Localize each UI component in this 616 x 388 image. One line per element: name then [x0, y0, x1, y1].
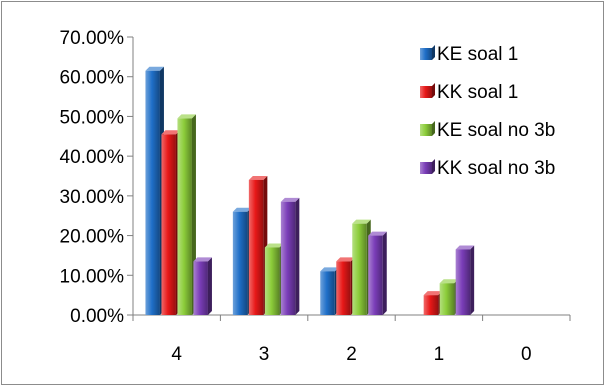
y-axis-tick-label: 40.00%: [60, 147, 125, 168]
bar-front: [439, 283, 455, 315]
y-axis-tick-label: 60.00%: [60, 68, 125, 89]
chart-border: [1, 1, 604, 385]
legend-swatch-side: [432, 121, 435, 136]
legend-swatch: [420, 162, 432, 174]
legend-swatch: [420, 48, 432, 60]
x-axis-tick-label: 2: [346, 344, 357, 365]
bar-front: [352, 223, 367, 315]
bar-front: [320, 271, 335, 315]
legend-swatch-side: [432, 45, 435, 60]
bar-top: [280, 197, 300, 202]
bar-kk-soal-1-cat-1: [423, 291, 443, 315]
bar-front: [248, 179, 264, 315]
legend: KE soal 1 KK soal 1 KE soal no 3b KK soal n…: [420, 44, 555, 179]
bar-top: [232, 207, 252, 212]
bar-kk-soal-1-cat-2: [336, 257, 355, 315]
bar-ke-soal-no-3b-cat-1: [439, 279, 459, 315]
bar-ke-soal-1-cat-4: [145, 66, 164, 315]
legend-item-kk-soal-no-3b: KK soal no 3b: [420, 158, 555, 179]
bar-front: [336, 261, 351, 315]
bar-top: [455, 245, 475, 250]
bar-ke-soal-no-3b-cat-3: [264, 243, 284, 315]
bar-top: [368, 231, 387, 236]
bar-ke-soal-no-3b-cat-4: [177, 114, 196, 316]
bar-side: [207, 257, 212, 315]
bar-ke-soal-1-cat-3: [232, 207, 252, 315]
legend-item-ke-soal-1: KE soal 1: [420, 44, 518, 65]
bar-kk-soal-no-3b-cat-4: [193, 257, 212, 315]
legend-item-ke-soal-no-3b: KE soal no 3b: [420, 120, 555, 141]
y-axis-tick-label: 70.00%: [60, 28, 125, 49]
x-axis-tick-label: 1: [434, 344, 445, 365]
x-axis-tick-label: 4: [171, 344, 182, 365]
bar-kk-soal-1-cat-3: [248, 175, 268, 315]
legend-swatch-side: [432, 83, 435, 98]
bar-front: [161, 134, 176, 315]
y-axis-tick-label: 10.00%: [60, 266, 125, 287]
bar-top: [193, 257, 212, 262]
legend-swatch: [420, 86, 432, 98]
bar-front: [455, 249, 471, 315]
bar-kk-soal-1-cat-4: [161, 130, 180, 315]
legend-label: KK soal 1: [437, 82, 518, 103]
legend-swatch: [420, 124, 432, 136]
bar-side: [382, 231, 387, 315]
legend-label: KK soal no 3b: [437, 158, 555, 179]
bar-front: [280, 201, 296, 315]
legend-swatch-side: [432, 159, 435, 174]
bar-front: [177, 118, 192, 316]
bar-ke-soal-no-3b-cat-2: [352, 219, 371, 315]
x-axis-tick-label: 3: [259, 344, 270, 365]
legend-label: KE soal no 3b: [437, 120, 555, 141]
bar-kk-soal-no-3b-cat-1: [455, 245, 475, 315]
y-axis-tick-label: 50.00%: [60, 107, 125, 128]
bar-ke-soal-1-cat-2: [320, 267, 339, 315]
bar-kk-soal-no-3b-cat-2: [368, 231, 387, 315]
legend-item-kk-soal-1: KK soal 1: [420, 82, 518, 103]
bar-top: [161, 130, 180, 135]
bar-top: [248, 175, 268, 180]
bar-top: [145, 66, 164, 71]
bar-top: [439, 279, 459, 284]
legend-label: KE soal 1: [437, 44, 518, 65]
y-axis-tick-label: 20.00%: [60, 227, 125, 248]
bar-front: [423, 295, 439, 315]
y-axis-tick-label: 0.00%: [70, 306, 124, 327]
bar-top: [336, 257, 355, 262]
bar-front: [368, 235, 383, 315]
bar-top: [320, 267, 339, 272]
bars: [145, 66, 475, 316]
bar-side: [470, 245, 475, 315]
bar-front: [232, 211, 248, 315]
bar-top: [352, 219, 371, 224]
bar-top: [264, 243, 284, 248]
bar-kk-soal-no-3b-cat-3: [280, 197, 300, 315]
bar-side: [295, 197, 300, 315]
bar-top: [177, 114, 196, 119]
bar-top: [423, 291, 443, 296]
x-axis-tick-labels: 4 3 2 1 0: [171, 344, 531, 365]
y-axis-tick-labels: 0.00% 10.00% 20.00% 30.00% 40.00% 50.00% 60.00…: [60, 28, 125, 327]
bar-front: [145, 70, 160, 315]
y-axis-tick-label: 30.00%: [60, 187, 125, 208]
bar-front: [193, 261, 208, 315]
bar-front: [264, 247, 280, 315]
x-axis-tick-label: 0: [521, 344, 532, 365]
